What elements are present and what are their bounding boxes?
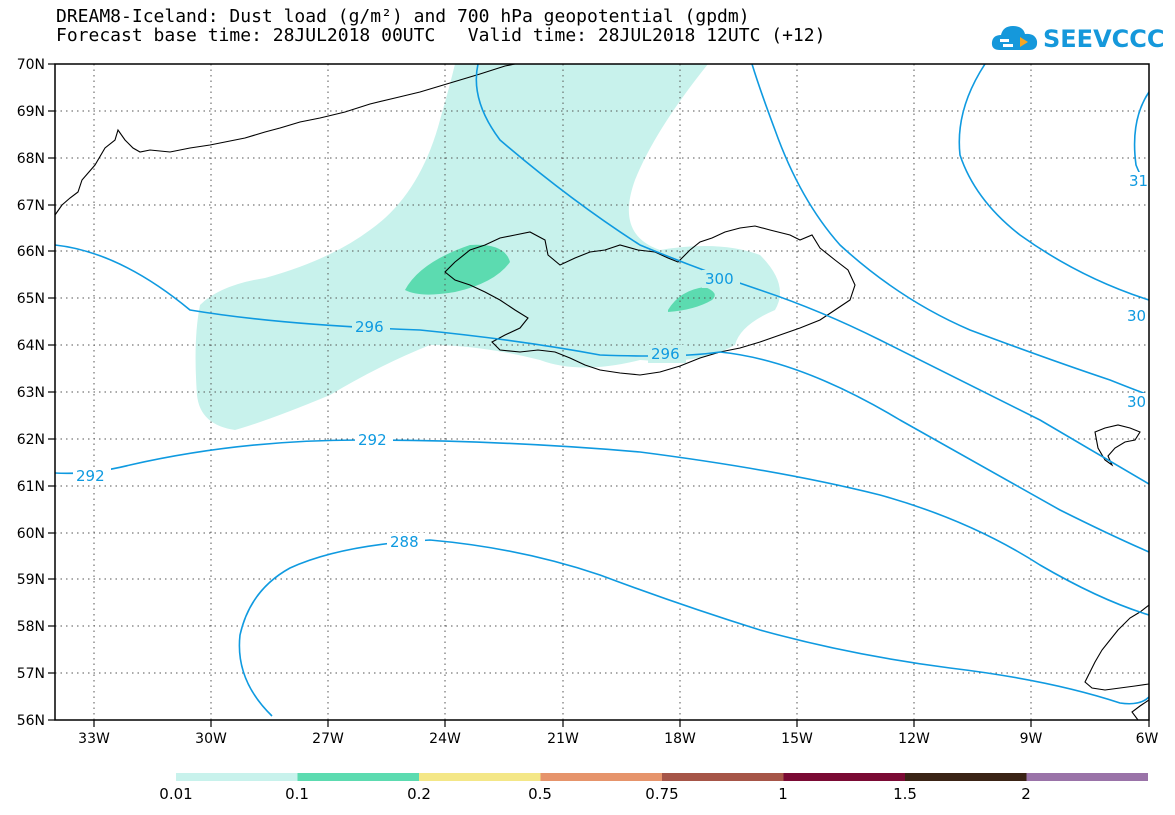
contour-label: 288: [390, 533, 419, 551]
faroe-coastline: [1094, 424, 1141, 467]
lat-label: 63N: [17, 385, 45, 401]
contour-308: [958, 64, 1149, 301]
lat-label: 70N: [17, 57, 45, 73]
coastlines: [55, 64, 1149, 720]
contour-label: 300: [705, 270, 734, 288]
colorbar-segment: [540, 773, 662, 781]
latitude-labels: 70N 69N 68N 67N 66N 65N 64N 63N 62N 61N …: [17, 57, 45, 729]
lat-label: 62N: [17, 432, 45, 448]
contour-300: [475, 64, 1149, 485]
lat-label: 61N: [17, 479, 45, 495]
colorbar-label: 1.5: [893, 785, 917, 803]
cloud-icon: [991, 26, 1038, 50]
dust-area-mid: [668, 287, 715, 312]
colorbar-segment: [419, 773, 541, 781]
tick-marks: [48, 63, 1150, 727]
colorbar-label: 2: [1021, 785, 1031, 803]
colorbar-label: 0.2: [407, 785, 431, 803]
lon-label: 18W: [664, 731, 696, 747]
colorbar-label: 0.75: [645, 785, 678, 803]
dust-area-mid: [405, 244, 510, 295]
contour-label: 296: [651, 345, 680, 363]
scotland-coastline: [1084, 604, 1149, 691]
colorbar-segment: [1026, 773, 1148, 781]
contour-label: 292: [358, 431, 387, 449]
lon-label: 12W: [898, 731, 930, 747]
contour-label: 31: [1129, 172, 1148, 190]
contour-label: 30: [1127, 393, 1146, 411]
lon-label: 30W: [195, 731, 227, 747]
iceland-coastline: [444, 225, 856, 376]
lat-label: 67N: [17, 198, 45, 214]
contour-304: [751, 64, 1149, 396]
colorbar: 0.01 0.1 0.2 0.5 0.75 1 1.5 2: [159, 773, 1148, 803]
colorbar-segment: [783, 773, 905, 781]
lat-label: 56N: [17, 713, 45, 729]
lat-label: 57N: [17, 666, 45, 682]
lat-label: 65N: [17, 291, 45, 307]
greenland-coastline: [55, 64, 516, 216]
lat-label: 58N: [17, 619, 45, 635]
contour-label: 292: [76, 467, 105, 485]
contour-292: [55, 439, 1149, 616]
colorbar-segment: [176, 773, 298, 781]
lon-label: 24W: [429, 731, 461, 747]
colorbar-label: 0.01: [159, 785, 192, 803]
contour-labels: 296 296 300 292 292 288 30 30 31: [73, 172, 1149, 551]
colorbar-label: 0.1: [285, 785, 309, 803]
lon-label: 9W: [1020, 731, 1043, 747]
lat-label: 64N: [17, 338, 45, 354]
colorbar-segment: [662, 773, 784, 781]
lon-label: 21W: [547, 731, 579, 747]
seevccc-logo: SEEVCCC: [990, 22, 1165, 56]
lat-label: 69N: [17, 104, 45, 120]
contour-288: [238, 539, 1149, 717]
lon-label: 27W: [312, 731, 344, 747]
lon-label: 15W: [781, 731, 813, 747]
contour-label: 296: [355, 318, 384, 336]
lon-label: 6W: [1136, 731, 1159, 747]
contour-296: [55, 244, 1149, 553]
lat-label: 68N: [17, 151, 45, 167]
lat-label: 59N: [17, 572, 45, 588]
forecast-time-subtitle: Forecast base time: 28JUL2018 00UTC Vali…: [56, 25, 826, 46]
colorbar-label: 1: [778, 785, 788, 803]
map-title: DREAM8-Iceland: Dust load (g/m²) and 700…: [56, 6, 750, 27]
contour-label: 30: [1127, 307, 1146, 325]
geopotential-contours: [55, 64, 1149, 717]
lon-label: 33W: [78, 731, 110, 747]
grid-lines: [55, 64, 1149, 720]
lat-label: 60N: [17, 526, 45, 542]
colorbar-label: 0.5: [528, 785, 552, 803]
logo-text: SEEVCCC: [1043, 25, 1165, 53]
longitude-labels: 33W 30W 27W 24W 21W 18W 15W 12W 9W 6W: [78, 731, 1158, 747]
lat-label: 66N: [17, 244, 45, 260]
colorbar-segment: [297, 773, 419, 781]
colorbar-segment: [905, 773, 1027, 781]
